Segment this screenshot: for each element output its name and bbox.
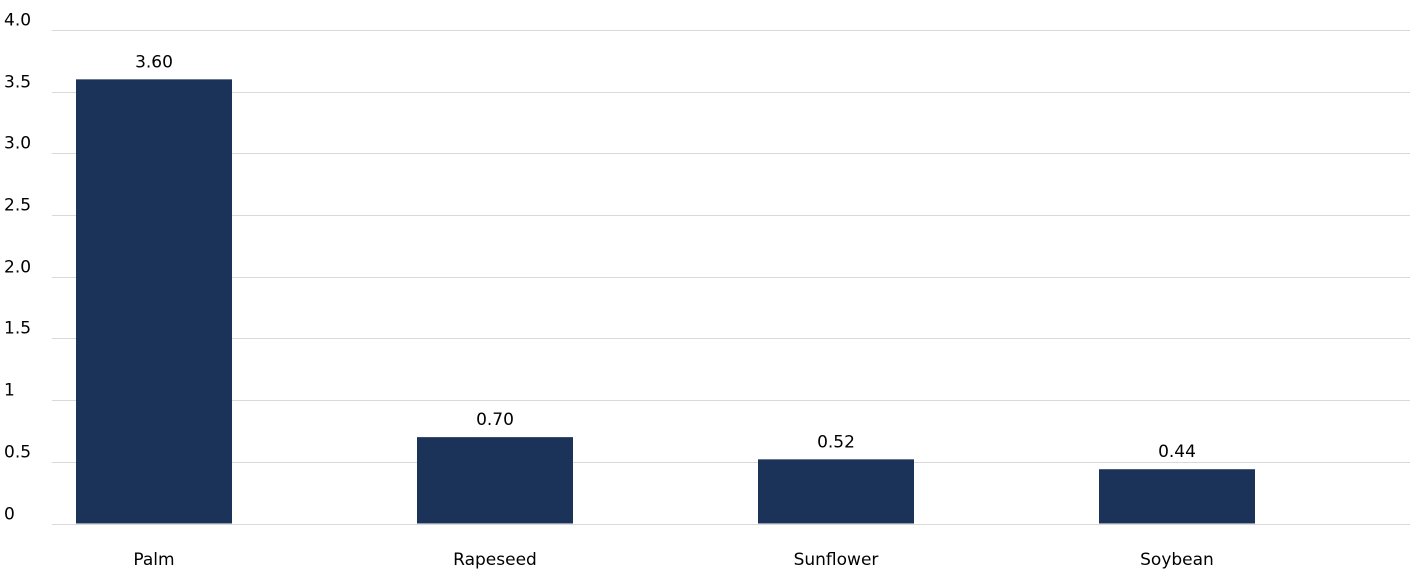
- y-tick-label: 2.0: [4, 258, 31, 278]
- data-labels: 3.60 0.70 0.52 0.44: [135, 52, 1196, 462]
- y-tick-label: 1: [4, 381, 15, 401]
- x-tick-label-rapeseed: Rapeseed: [453, 550, 537, 569]
- data-label-sunflower: 0.52: [817, 432, 855, 452]
- data-label-soybean: 0.44: [1158, 442, 1196, 462]
- x-axis-category-labels: Palm Rapeseed Sunflower Soybean: [133, 550, 1213, 569]
- bars: [76, 79, 1255, 524]
- data-label-rapeseed: 0.70: [476, 410, 514, 430]
- bar-rapeseed: [417, 437, 573, 524]
- bar-palm: [76, 79, 232, 524]
- y-tick-label: 0: [4, 505, 15, 525]
- data-label-palm: 3.60: [135, 52, 173, 72]
- y-tick-label: 4.0: [4, 11, 31, 31]
- x-tick-label-soybean: Soybean: [1140, 550, 1214, 569]
- x-tick-label-palm: Palm: [133, 550, 174, 569]
- bar-sunflower: [758, 459, 914, 524]
- x-tick-label-sunflower: Sunflower: [794, 550, 879, 569]
- y-tick-label: 0.5: [4, 443, 31, 463]
- gridlines: [52, 30, 1410, 525]
- y-axis-tick-labels: 0 0.5 1 1.5 2.0 2.5 3.0 3.5 4.0: [4, 11, 31, 525]
- bar-soybean: [1099, 469, 1255, 524]
- y-tick-label: 1.5: [4, 319, 31, 339]
- y-tick-label: 3.0: [4, 134, 31, 154]
- y-tick-label: 2.5: [4, 196, 31, 216]
- y-tick-label: 3.5: [4, 73, 31, 93]
